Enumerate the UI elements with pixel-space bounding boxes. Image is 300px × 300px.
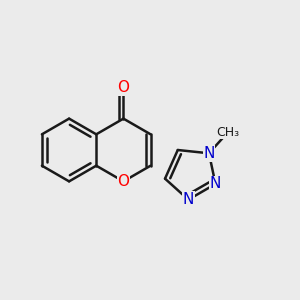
Text: O: O (117, 80, 129, 95)
Text: N: N (183, 192, 194, 207)
Text: N: N (210, 176, 221, 191)
Text: N: N (203, 146, 215, 161)
Text: CH₃: CH₃ (216, 126, 239, 139)
Text: O: O (117, 174, 129, 189)
